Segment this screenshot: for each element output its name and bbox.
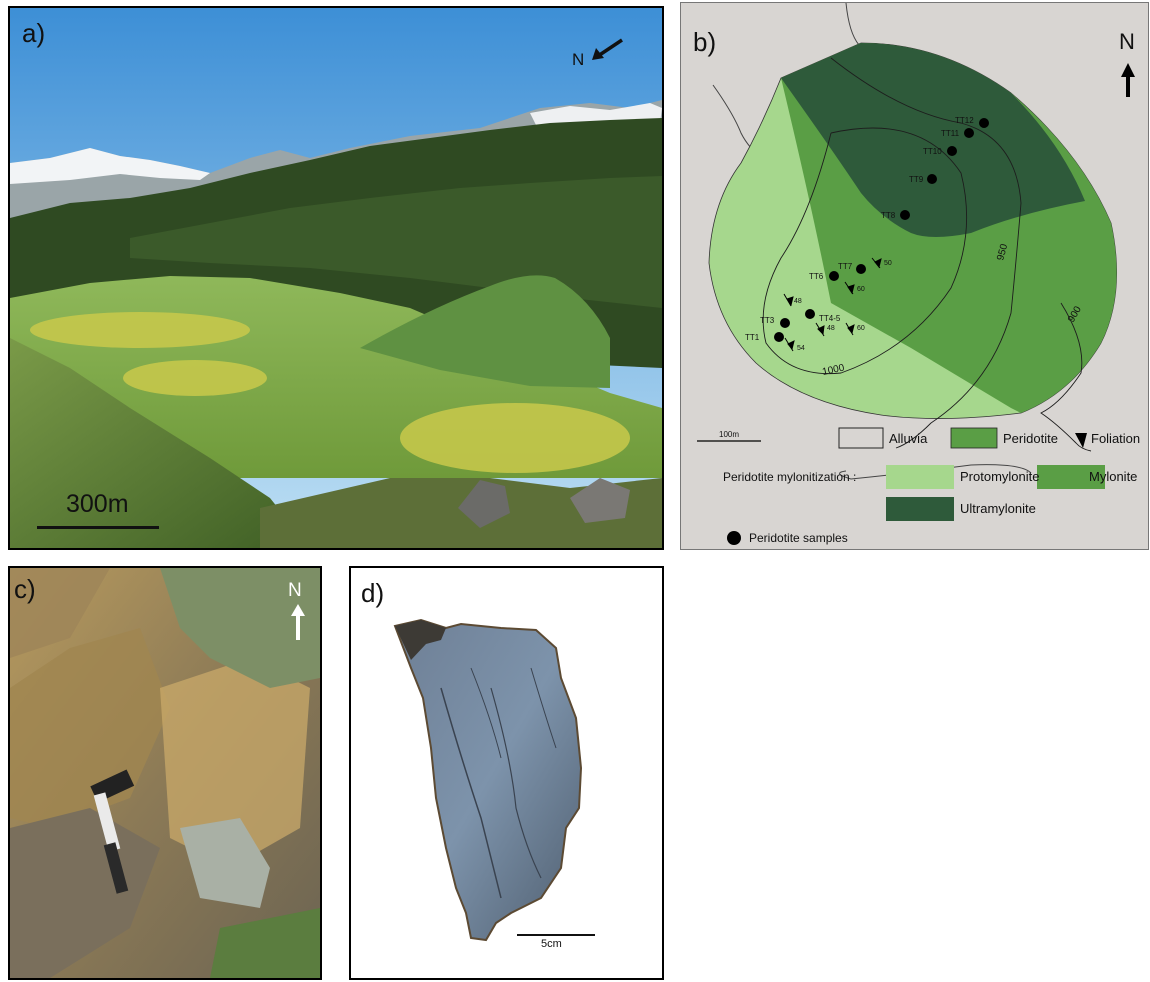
sample-dot-tt7 [856,264,866,274]
rock-sample-photo [393,618,583,942]
north-arrow-icon [592,38,623,60]
sample-label-tt3: TT3 [760,316,775,325]
sample-dot-tt12 [979,118,989,128]
foliation-symbols [783,257,882,352]
legend-swatch-peridotite [950,427,998,449]
panel-a-north-label: N [572,50,585,69]
panel-b-north-label: N [1119,29,1135,54]
legend-sample-dot-icon [727,531,741,545]
foliation-symbol-54 [784,337,795,352]
panel-b-scale-label: 100m [719,430,739,439]
legend-samples: Peridotite samples [749,531,848,545]
sample-dot-tt1 [774,332,784,342]
sample-label-tt10: TT10 [923,147,942,156]
sample-label-tt9: TT9 [909,175,924,184]
legend-peridotite: Peridotite [1003,431,1058,446]
foliation-symbol-50 [871,257,882,269]
panel-d-rock-sample: d) 5cm [349,566,664,980]
sample-label-tt6: TT6 [809,272,824,281]
legend-swatch-protomylonite [886,465,954,489]
sample-dot-tt3 [780,318,790,328]
sample-label-tt12: TT12 [955,116,974,125]
hammer [90,769,135,894]
sample-dot-tt8 [900,210,910,220]
sample-points [774,118,989,342]
geological-map: 1000 950 900 TT12 TT11 TT10 TT9 TT8 TT7 … [697,3,1140,545]
legend-foliation-icon [1075,433,1087,448]
panel-b-geological-map: 1000 950 900 TT12 TT11 TT10 TT9 TT8 TT7 … [680,2,1149,550]
panel-a-landscape-photo: a) N 300m [8,6,664,550]
foliation-dip-50: 50 [884,260,892,267]
panel-c-north-arrow-icon [291,604,305,640]
legend-protomylonite: Protomylonite [960,469,1039,484]
panel-d-label: d) [361,578,385,608]
outcrop-photo [10,568,320,978]
contour-label-1000: 1000 [821,362,845,377]
panel-c-outcrop-photo: c) N [8,566,322,980]
foliation-symbol-60 [844,281,855,295]
foliation-symbol-48b [815,322,825,337]
sample-dot-tt11 [964,128,974,138]
sample-dot-tt10 [947,146,957,156]
sample-label-tt8: TT8 [881,211,896,220]
panel-a-scale-bar [37,526,159,529]
foliation-dip-60: 60 [857,286,865,293]
sample-dot-tt4-5 [805,309,815,319]
legend-mylonite: Mylonite [1089,469,1137,484]
panel-a-scale-label: 300m [66,490,129,518]
contour-label-950: 950 [995,242,1010,261]
foliation-dip-48b: 48 [827,325,835,332]
legend-alluvia: Alluvia [889,431,928,446]
sample-label-tt7: TT7 [838,262,853,271]
panel-d-scale-bar [517,934,595,936]
legend-swatch-ultramylonite [886,497,954,521]
panel-a-label: a) [22,18,46,48]
foliation-dip-48a: 48 [794,298,802,305]
sample-label-tt4-5: TT4-5 [819,314,841,323]
foliation-symbol-48a [783,293,794,307]
panel-c-label: c) [14,574,36,604]
landscape-photo [10,8,662,548]
legend-foliation: Foliation [1091,431,1140,446]
foliation-symbol-60b [845,322,855,336]
panel-d-scale-label: 5cm [541,938,562,950]
legend-ultramylonite: Ultramylonite [960,501,1036,516]
foliation-dip-60b: 60 [857,325,865,332]
panel-b-label: b) [693,27,717,57]
sample-dot-tt6 [829,271,839,281]
legend-swatch-alluvia [838,427,884,449]
sample-label-tt11: TT11 [941,129,960,138]
legend-mylonitization-title: Peridotite mylonitization : [723,470,856,484]
sample-label-tt1: TT1 [745,333,760,342]
foliation-dip-54: 54 [797,345,805,352]
legend-swatch-mylonite [1037,465,1105,489]
panel-c-north-label: N [288,580,302,601]
sample-dot-tt9 [927,174,937,184]
